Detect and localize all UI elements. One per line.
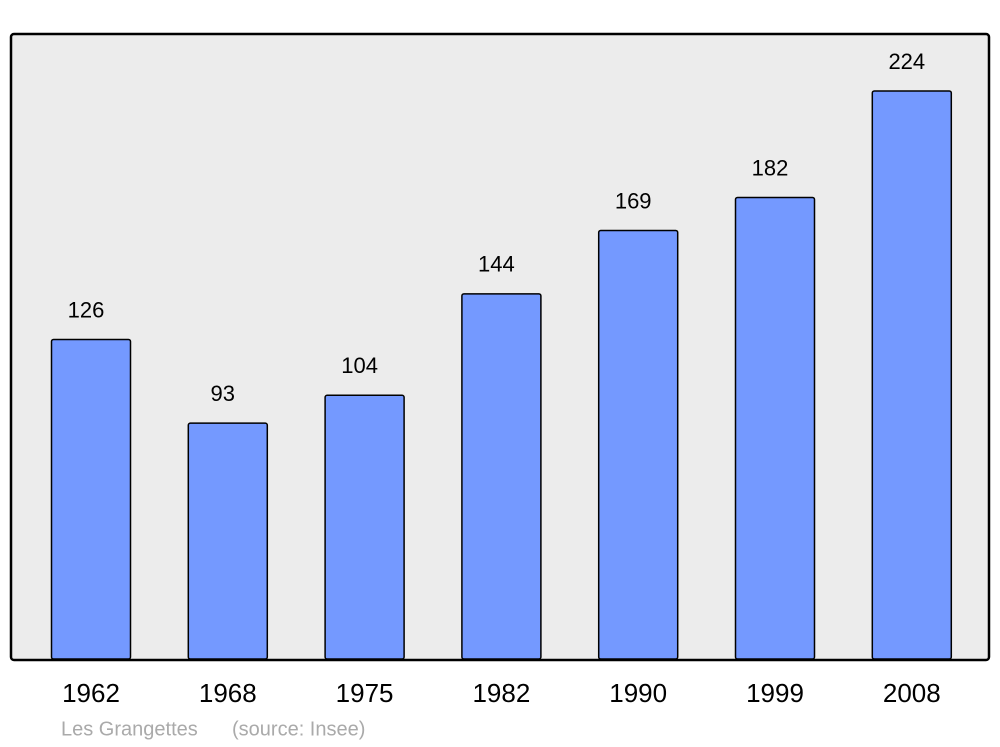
x-tick-label: 1982 bbox=[472, 678, 530, 708]
x-tick-label: 2008 bbox=[883, 678, 941, 708]
value-label: 144 bbox=[478, 252, 515, 277]
bar bbox=[597, 229, 679, 660]
bar bbox=[324, 394, 405, 660]
value-label: 182 bbox=[752, 155, 789, 180]
value-label: 93 bbox=[211, 381, 235, 406]
caption: Les Grangettes bbox=[61, 718, 198, 740]
value-label: 104 bbox=[341, 353, 378, 378]
bar bbox=[734, 196, 816, 660]
x-tick-label: 1999 bbox=[746, 678, 804, 708]
source: (source: Insee) bbox=[232, 718, 365, 740]
bar bbox=[187, 422, 269, 660]
x-tick-label: 1990 bbox=[609, 678, 667, 708]
x-tick-label: 1975 bbox=[336, 678, 394, 708]
value-label: 169 bbox=[615, 188, 652, 213]
value-label: 224 bbox=[888, 49, 925, 74]
value-label: 126 bbox=[68, 297, 105, 322]
x-tick-label: 1968 bbox=[199, 678, 257, 708]
bar bbox=[50, 338, 132, 660]
bar bbox=[461, 293, 542, 660]
bar bbox=[871, 90, 953, 660]
x-tick-label: 1962 bbox=[62, 678, 120, 708]
